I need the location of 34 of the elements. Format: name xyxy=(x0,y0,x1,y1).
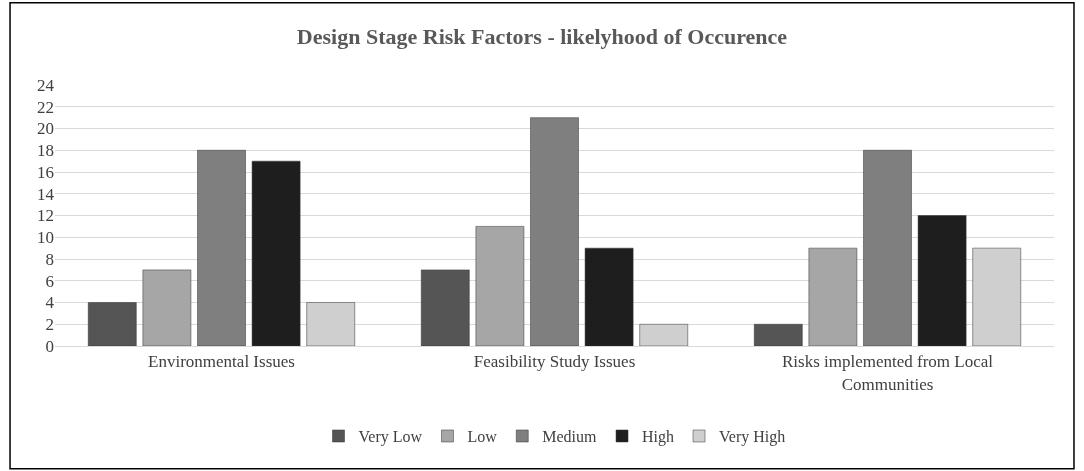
y-tick-label: 8 xyxy=(45,249,54,269)
y-tick-label: 20 xyxy=(37,119,54,139)
y-tick-label: 18 xyxy=(37,141,54,161)
bar xyxy=(197,150,246,346)
x-tick-label: Environmental Issues xyxy=(148,352,295,372)
legend-label: Very High xyxy=(719,428,786,447)
legend-label: High xyxy=(642,428,675,447)
legend-label: Low xyxy=(467,428,498,446)
bar xyxy=(421,269,470,346)
x-tick-label: Feasibility Study Issues xyxy=(473,352,636,372)
y-tick-label: 16 xyxy=(37,162,54,182)
bar xyxy=(808,247,858,346)
y-tick-label: 2 xyxy=(45,315,54,335)
bar xyxy=(584,247,634,346)
legend-label: Very Low xyxy=(358,428,423,447)
bar xyxy=(251,160,301,346)
y-tick-label: 4 xyxy=(45,293,55,313)
y-tick-label: 12 xyxy=(37,206,54,226)
y-tick-label: 0 xyxy=(45,336,54,356)
bar xyxy=(142,269,192,346)
legend-label: Medium xyxy=(542,428,598,446)
y-tick-label: 10 xyxy=(37,228,54,248)
y-tick-label: 6 xyxy=(45,271,54,291)
y-tick-label: 14 xyxy=(37,184,55,204)
bar xyxy=(863,150,912,346)
bar xyxy=(88,302,137,346)
bar xyxy=(475,226,525,346)
bar xyxy=(530,117,579,346)
bar xyxy=(754,324,803,346)
bar xyxy=(917,215,967,346)
y-tick-label: 22 xyxy=(37,97,54,117)
y-tick-label: 24 xyxy=(37,75,55,95)
chart-title: Design Stage Risk Factors - likelyhood of Occurence xyxy=(296,23,788,49)
x-tick-label: Risks implemented from Local Communities xyxy=(781,352,994,394)
